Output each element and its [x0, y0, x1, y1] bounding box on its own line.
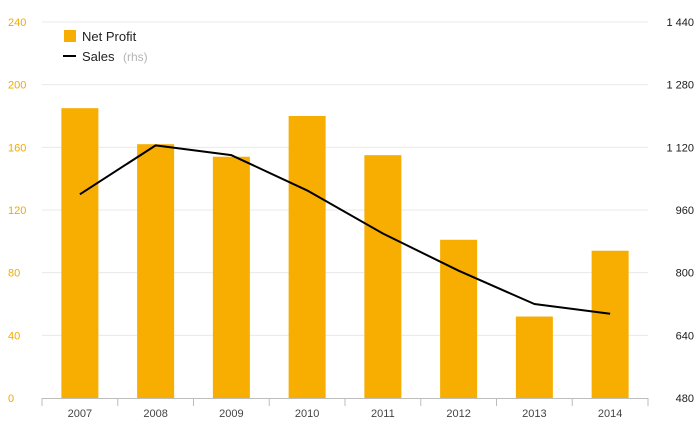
- y-right-tick-label: 1 280: [666, 80, 694, 92]
- y-right-tick-label: 640: [676, 330, 694, 342]
- bar-2013: [515, 316, 553, 398]
- legend-label-sales: Sales (rhs): [82, 48, 148, 65]
- y-right-tick-label: 800: [676, 268, 694, 280]
- bar-2012: [440, 239, 478, 398]
- line-series: [79, 144, 611, 315]
- y-right-tick-label: 480: [676, 393, 694, 405]
- y-right-tick-label: 1 440: [666, 17, 694, 29]
- y-left-tick-label: 80: [8, 268, 20, 280]
- y-left-tick-label: 240: [8, 17, 26, 29]
- legend: Net Profit Sales (rhs): [63, 29, 148, 65]
- y-left-tick-label: 40: [8, 330, 20, 342]
- sales-line: [79, 144, 611, 315]
- x-tick-label: 2009: [219, 408, 243, 420]
- x-tick-label: 2011: [371, 408, 395, 420]
- gridlines: [42, 21, 648, 336]
- y-right-tick-label: 1 120: [666, 142, 694, 154]
- x-tick-label: 2008: [143, 408, 167, 420]
- y-left-tick-label: 0: [8, 393, 14, 405]
- bar-2007: [61, 108, 99, 399]
- y-left-tick-label: 160: [8, 142, 26, 154]
- bar-2010: [288, 116, 326, 398]
- y-right-tick-label: 960: [676, 205, 694, 217]
- x-tick-label: 2007: [68, 408, 92, 420]
- x-tick-label: 2012: [446, 408, 470, 420]
- y-left-tick-label: 120: [8, 205, 26, 217]
- x-tick-label: 2014: [598, 408, 622, 420]
- legend-label-net-profit: Net Profit: [82, 29, 137, 44]
- legend-swatch-net-profit: [64, 30, 76, 42]
- x-tick-label: 2013: [522, 408, 546, 420]
- y-left-tick-label: 200: [8, 80, 26, 92]
- legend-label-sales-text: Sales: [82, 49, 115, 64]
- bar-series: [61, 108, 629, 399]
- bar-2008: [137, 144, 175, 398]
- legend-label-sales-note: (rhs): [123, 50, 148, 64]
- x-tick-label: 2010: [295, 408, 319, 420]
- bar-2014: [591, 250, 629, 398]
- bar-2011: [364, 155, 402, 398]
- bar-2009: [212, 156, 250, 398]
- axes: 0 480 40 640 80 800 120 960 160 1 120 200 1 280 240 1…: [8, 17, 694, 420]
